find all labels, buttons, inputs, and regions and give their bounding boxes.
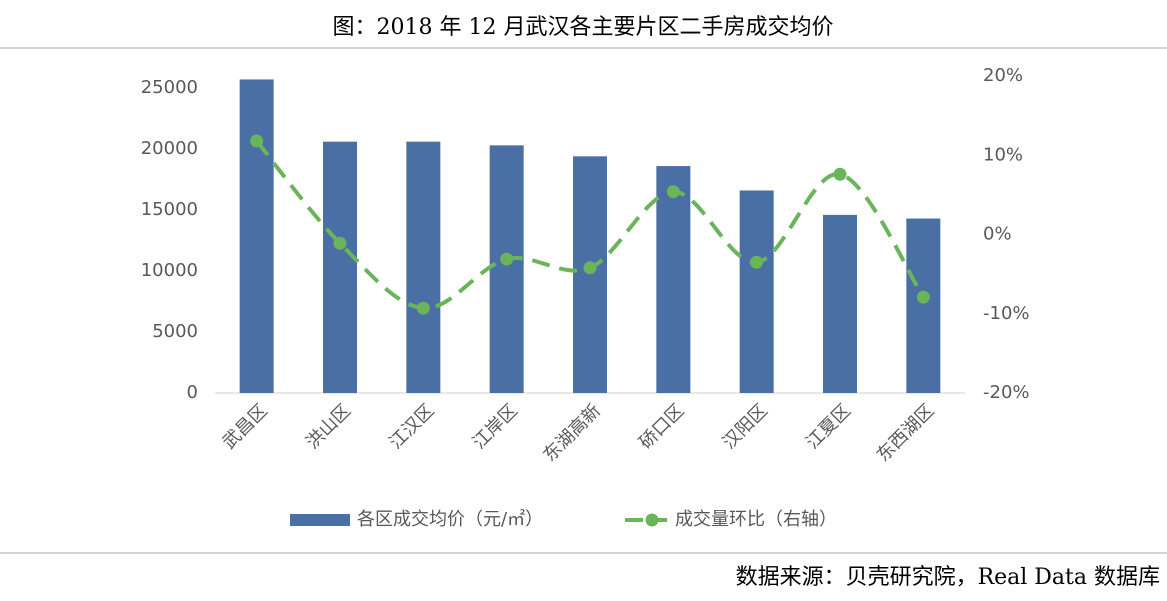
legend-swatch	[290, 514, 350, 526]
bar	[739, 190, 774, 393]
bar	[239, 79, 274, 394]
y-tick-label: 5000	[152, 321, 198, 342]
line-point	[833, 167, 847, 181]
y2-tick-label: -10%	[983, 303, 1030, 324]
source-note: 数据来源：贝壳研究院，Real Data 数据库	[736, 565, 1160, 590]
x-tick-label: 东湖高新	[539, 400, 605, 466]
line-point	[916, 290, 930, 304]
line-point	[416, 301, 430, 315]
line-point	[583, 261, 597, 275]
bar	[656, 166, 691, 393]
x-tick-label: 汉阳区	[719, 400, 772, 453]
line-point	[666, 185, 680, 199]
x-tick-label: 江汉区	[385, 400, 438, 453]
x-tick-label: 硚口区	[635, 400, 688, 453]
legend-label: 各区成交均价（元/㎡）	[357, 508, 543, 530]
line-point	[333, 236, 347, 250]
line	[255, 139, 925, 311]
x-tick-label: 江夏区	[802, 400, 855, 453]
bar	[823, 214, 857, 393]
x-tick-label: 洪山区	[302, 400, 355, 453]
y2-tick-label: 10%	[983, 144, 1023, 165]
bar	[906, 218, 941, 393]
legend-label: 成交量环比（右轴）	[675, 509, 837, 530]
chart-title: 图：2018 年 12 月武汉各主要片区二手房成交均价	[333, 15, 834, 40]
y-tick-label: 10000	[141, 260, 198, 281]
x-tick-label: 东西湖区	[873, 400, 939, 466]
y2-tick-label: 20%	[983, 65, 1023, 86]
line-point	[250, 134, 264, 148]
legend-swatch	[645, 513, 659, 527]
x-tick-label: 武昌区	[219, 400, 272, 453]
bar	[323, 141, 357, 393]
bar	[489, 145, 524, 393]
line-point	[750, 255, 764, 269]
bar	[406, 141, 441, 393]
y-tick-label: 20000	[141, 138, 198, 159]
y-tick-label: 15000	[141, 199, 198, 220]
y2-tick-label: -20%	[983, 382, 1030, 403]
y2-tick-label: 0%	[983, 224, 1012, 245]
y-tick-label: 0	[187, 382, 198, 403]
bar	[573, 156, 607, 393]
y-tick-label: 25000	[141, 77, 198, 98]
line-point	[500, 252, 514, 266]
x-tick-label: 江岸区	[469, 400, 522, 453]
